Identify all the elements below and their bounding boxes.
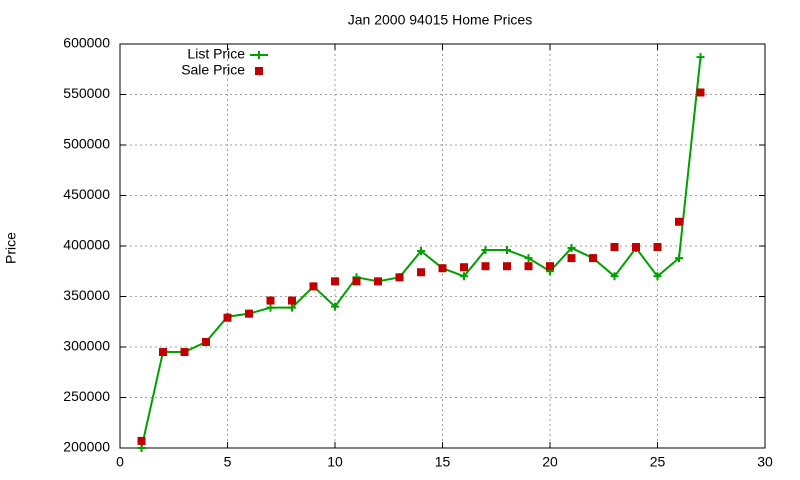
point-marker [202,337,210,346]
point-marker [417,268,425,277]
point-marker [460,272,468,281]
point-marker [137,436,146,445]
point-marker [288,296,296,305]
x-tick-label: 5 [224,454,232,470]
point-marker [245,309,253,318]
point-marker [653,243,662,252]
y-tick-label: 300000 [63,338,110,354]
point-marker [180,348,189,357]
point-marker [331,277,339,286]
point-marker [632,243,640,252]
y-tick-label: 250000 [63,388,110,404]
point-marker [288,303,296,312]
point-marker [524,254,533,263]
x-tick-label: 10 [327,454,343,470]
point-marker [503,262,511,271]
point-marker [438,264,447,273]
point-marker [696,53,705,62]
y-tick-label: 450000 [63,186,110,202]
y-tick-label: 550000 [63,85,110,101]
legend-label: Sale Price [181,62,245,78]
plot-border [119,43,766,449]
y-tick-label: 200000 [63,439,110,455]
x-tick-label: 0 [116,454,124,470]
point-marker [546,262,554,271]
legend-marker [255,51,263,59]
point-marker [266,303,275,312]
y-tick-label: 500000 [63,136,110,152]
point-marker [610,243,619,252]
legend-label: List Price [187,46,245,62]
x-tick-label: 30 [757,454,773,470]
point-marker [567,254,576,263]
y-tick-label: 400000 [63,237,110,253]
legend-marker [255,67,263,75]
point-marker [417,247,425,256]
y-tick-label: 600000 [63,35,110,51]
point-marker [524,262,533,271]
x-tick-label: 25 [650,454,666,470]
point-marker [137,444,146,452]
x-tick-label: 20 [542,454,558,470]
point-marker [331,302,339,311]
point-marker [481,246,490,255]
point-marker [309,282,318,291]
point-marker [481,262,490,271]
point-marker [223,313,232,322]
chart-title: Jan 2000 94015 Home Prices [348,12,532,28]
point-marker [653,272,662,281]
point-marker [395,273,404,282]
point-marker [675,254,683,263]
point-marker [589,254,597,263]
y-axis-label: Price [3,232,19,264]
point-marker [503,246,511,255]
point-marker [374,277,382,286]
x-tick-label: 15 [435,454,451,470]
point-marker [352,277,361,286]
point-marker [610,272,619,281]
point-marker [567,244,576,253]
y-tick-label: 350000 [63,287,110,303]
point-marker [159,348,167,357]
point-marker [675,217,683,226]
point-marker [696,88,705,97]
point-marker [460,263,468,272]
point-marker [266,296,275,305]
